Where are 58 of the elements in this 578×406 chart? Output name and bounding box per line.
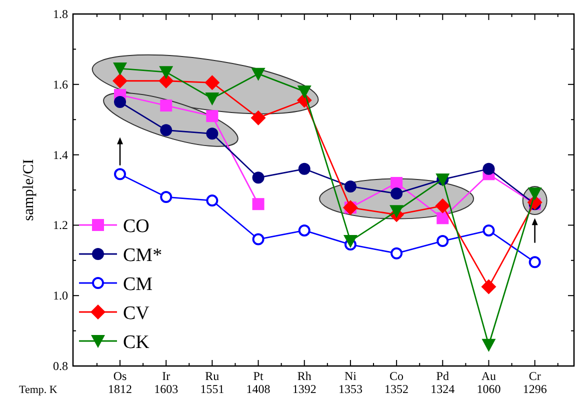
point xyxy=(390,188,403,200)
point xyxy=(252,172,264,184)
legend-label: CM xyxy=(123,274,153,295)
x-tick-label: Cr 1296 xyxy=(522,369,547,396)
point xyxy=(206,194,218,207)
x-axis-title: Temp. K xyxy=(19,384,58,396)
point xyxy=(252,198,264,210)
point xyxy=(482,224,495,236)
x-tick-label: Rh 1392 xyxy=(292,369,316,396)
point xyxy=(436,235,449,248)
y-tick-label: 1.6 xyxy=(53,77,68,92)
legend-label: CM* xyxy=(123,245,162,266)
point xyxy=(112,73,128,88)
point xyxy=(204,75,220,90)
point xyxy=(297,85,312,98)
legend-label: CK xyxy=(123,332,150,353)
x-tick-label: Os 1812 xyxy=(108,369,132,396)
point xyxy=(298,224,310,236)
y-axis-title: sample/CI xyxy=(21,159,37,221)
point xyxy=(160,100,172,112)
point xyxy=(113,62,128,76)
point xyxy=(344,180,356,192)
point xyxy=(114,96,126,108)
point xyxy=(251,68,266,81)
y-tick-label: 0.8 xyxy=(53,359,68,373)
point xyxy=(160,191,172,204)
point xyxy=(343,235,358,248)
point xyxy=(160,124,172,136)
x-tick-label: Ni 1353 xyxy=(338,369,362,396)
point xyxy=(252,233,264,246)
x-tick-label: Pt 1408 xyxy=(246,369,270,396)
x-tick-label: Ru 1551 xyxy=(200,369,224,396)
legend-label: CO xyxy=(123,216,150,237)
point xyxy=(159,66,174,80)
x-tick-label: Pd 1324 xyxy=(430,369,455,396)
y-tick-label: 1.0 xyxy=(53,288,68,303)
point xyxy=(528,256,541,268)
y-tick-label: 1.2 xyxy=(53,218,68,232)
point xyxy=(250,110,266,126)
point xyxy=(206,128,218,140)
point xyxy=(482,162,495,175)
point xyxy=(390,176,403,189)
point xyxy=(298,162,310,175)
point xyxy=(481,279,496,294)
x-tick-label: Co 1352 xyxy=(384,369,409,396)
point xyxy=(390,205,404,218)
x-tick-label: Au 1060 xyxy=(476,369,501,396)
point xyxy=(436,212,449,224)
point xyxy=(205,92,220,106)
point xyxy=(390,247,403,260)
point xyxy=(114,168,126,180)
y-tick-label: 1.8 xyxy=(53,7,68,21)
legend-label: CV xyxy=(123,303,150,324)
y-tick-label: 1.4 xyxy=(53,148,68,162)
x-tick-label: Ir 1603 xyxy=(154,369,178,396)
point xyxy=(435,198,450,214)
point xyxy=(206,110,218,122)
point xyxy=(482,338,496,352)
